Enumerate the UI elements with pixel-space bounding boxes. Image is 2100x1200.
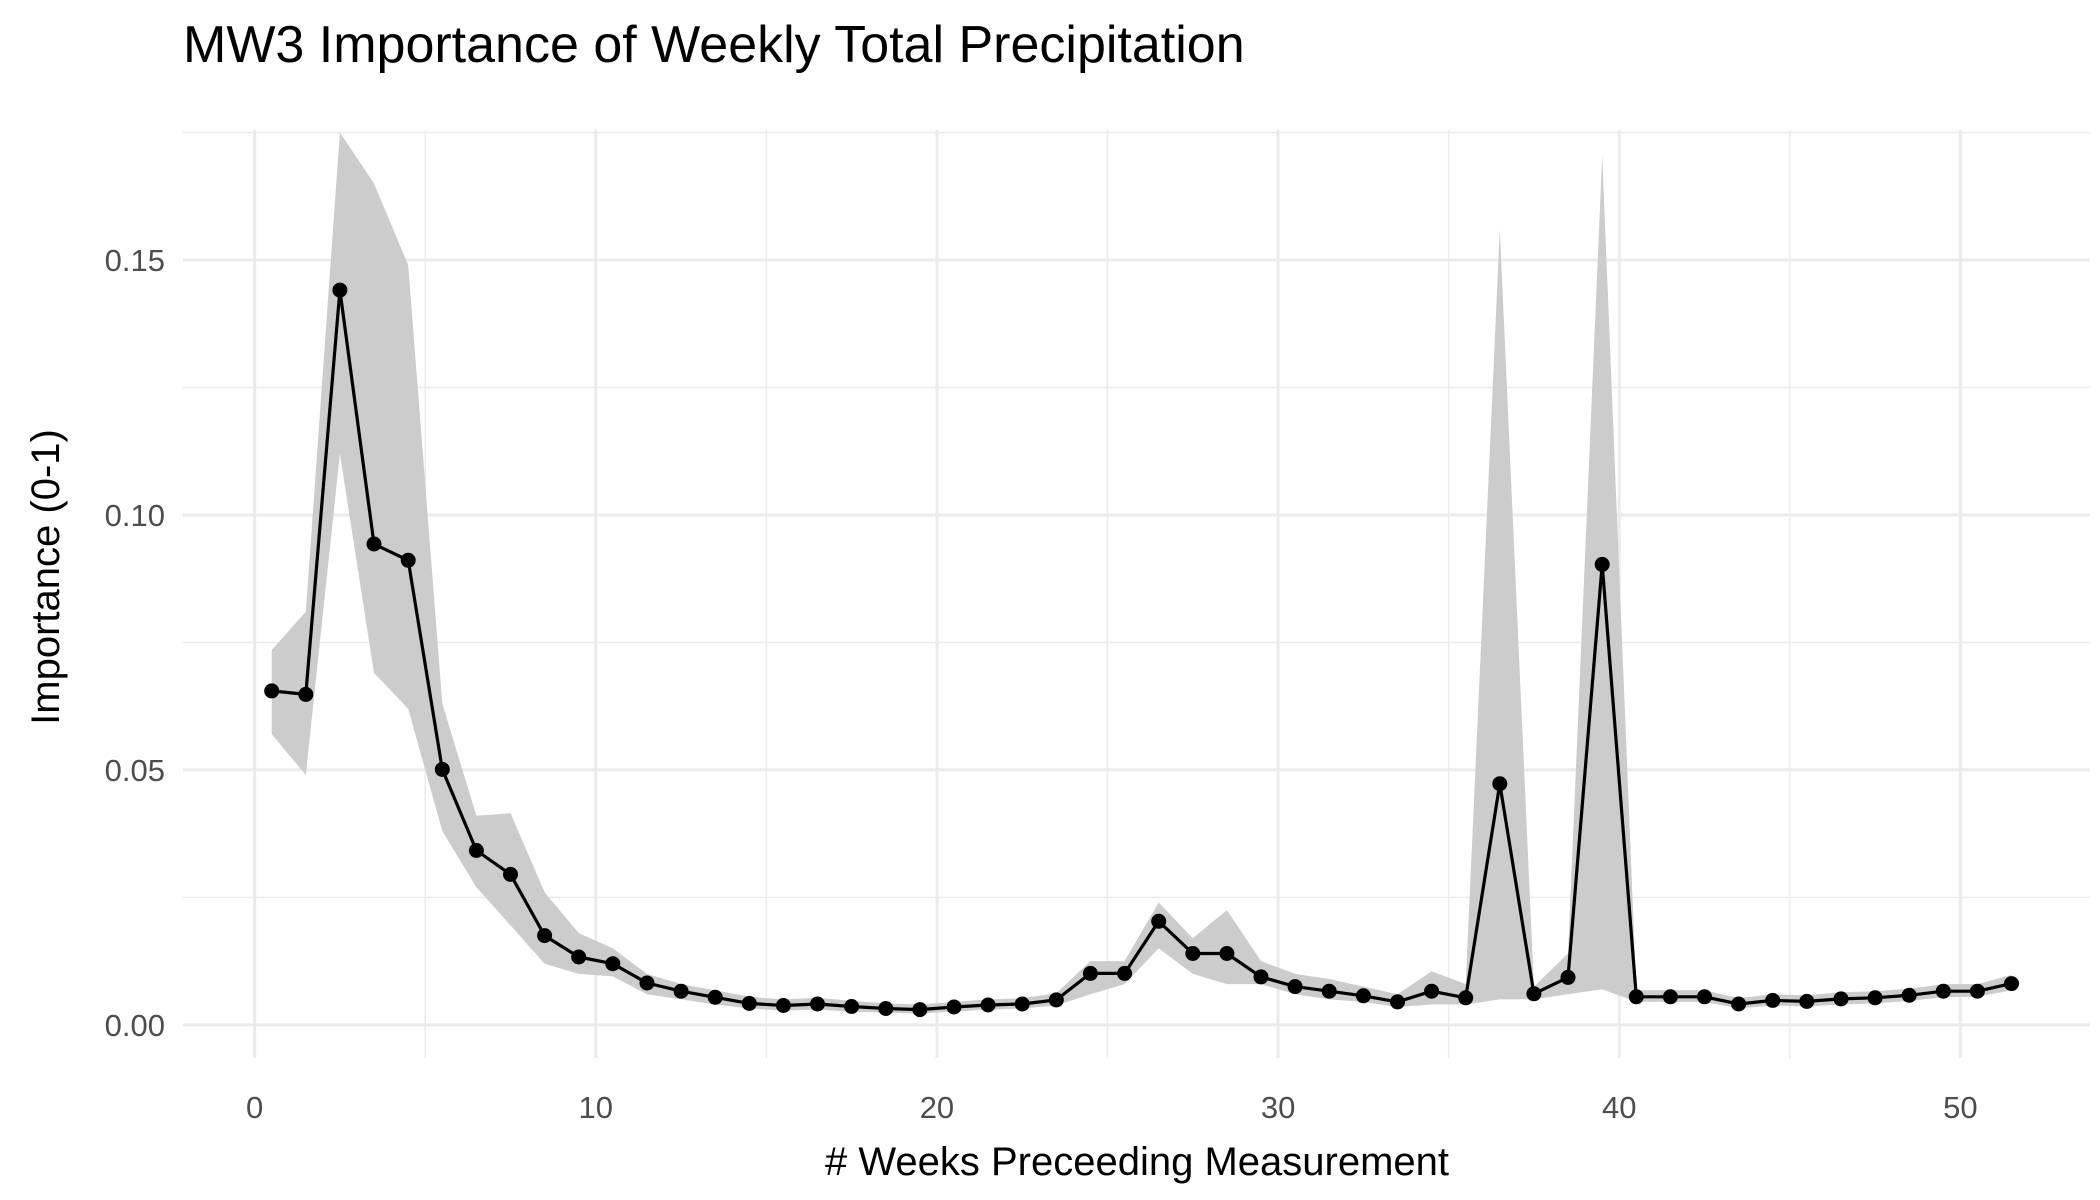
data-point bbox=[673, 983, 689, 999]
data-point bbox=[1424, 983, 1440, 999]
data-point bbox=[1458, 990, 1474, 1006]
data-point bbox=[503, 866, 518, 882]
data-point bbox=[434, 761, 450, 777]
data-point bbox=[1526, 986, 1542, 1002]
y-tick-label: 0.00 bbox=[105, 1008, 165, 1043]
data-point bbox=[605, 956, 621, 972]
x-tick-label: 40 bbox=[1602, 1090, 1636, 1125]
data-point bbox=[1185, 946, 1201, 961]
data-points bbox=[264, 282, 2019, 1018]
data-point bbox=[1390, 994, 1405, 1010]
data-point bbox=[1867, 990, 1883, 1006]
x-tick-label: 10 bbox=[579, 1090, 613, 1125]
x-tick-label: 30 bbox=[1261, 1090, 1295, 1125]
x-axis-tick-labels: 0 10 20 30 40 50 bbox=[246, 1090, 1978, 1125]
x-tick-label: 20 bbox=[920, 1090, 954, 1125]
data-point bbox=[332, 282, 348, 298]
data-point bbox=[1560, 969, 1576, 985]
data-point bbox=[1014, 996, 1030, 1012]
data-point bbox=[1492, 776, 1508, 792]
data-point bbox=[1048, 992, 1064, 1008]
data-point bbox=[1765, 992, 1781, 1008]
data-point bbox=[1151, 913, 1167, 929]
data-point bbox=[1662, 989, 1678, 1005]
data-point bbox=[878, 1001, 894, 1016]
series-line bbox=[271, 288, 2012, 1012]
data-point bbox=[1628, 989, 1644, 1005]
data-point bbox=[298, 686, 314, 702]
data-point bbox=[1253, 969, 1269, 985]
y-axis-title: Importance (0-1) bbox=[24, 429, 68, 725]
data-point bbox=[264, 683, 280, 699]
data-point bbox=[946, 999, 962, 1015]
data-point bbox=[707, 989, 723, 1005]
data-point bbox=[537, 928, 553, 944]
x-tick-label: 50 bbox=[1943, 1090, 1977, 1125]
data-point bbox=[1219, 946, 1235, 961]
data-point bbox=[468, 843, 484, 858]
data-point bbox=[1117, 965, 1133, 981]
chart-title: MW3 Importance of Weekly Total Precipita… bbox=[183, 16, 1245, 74]
data-point bbox=[639, 975, 655, 991]
x-tick-label: 0 bbox=[246, 1090, 263, 1125]
grid bbox=[183, 130, 2090, 1058]
y-tick-label: 0.10 bbox=[105, 498, 165, 533]
data-point bbox=[1935, 983, 1951, 999]
confidence-ribbon bbox=[271, 132, 2012, 1014]
data-point bbox=[1969, 983, 1985, 999]
data-point bbox=[912, 1002, 928, 1018]
data-point bbox=[1355, 988, 1371, 1004]
data-point bbox=[2004, 976, 2019, 992]
data-point bbox=[1901, 987, 1917, 1003]
data-point bbox=[1082, 965, 1098, 981]
data-point bbox=[571, 949, 587, 965]
data-point bbox=[1731, 996, 1747, 1012]
data-point bbox=[844, 999, 860, 1014]
data-point bbox=[1321, 983, 1337, 999]
data-point bbox=[775, 998, 791, 1013]
data-point bbox=[1697, 989, 1712, 1005]
x-axis-title: # Weeks Preceeding Measurement bbox=[825, 1140, 1449, 1184]
y-tick-label: 0.15 bbox=[105, 243, 165, 278]
data-point bbox=[400, 552, 416, 568]
data-point bbox=[1594, 556, 1610, 572]
data-point bbox=[366, 536, 382, 552]
data-point bbox=[741, 995, 757, 1011]
data-point bbox=[810, 996, 825, 1012]
y-tick-label: 0.05 bbox=[105, 753, 165, 788]
data-point bbox=[1833, 991, 1849, 1007]
data-point bbox=[980, 997, 996, 1013]
data-point bbox=[1799, 993, 1815, 1009]
y-axis-tick-labels: 0.00 0.05 0.10 0.15 bbox=[105, 243, 165, 1043]
data-point bbox=[1287, 979, 1303, 995]
